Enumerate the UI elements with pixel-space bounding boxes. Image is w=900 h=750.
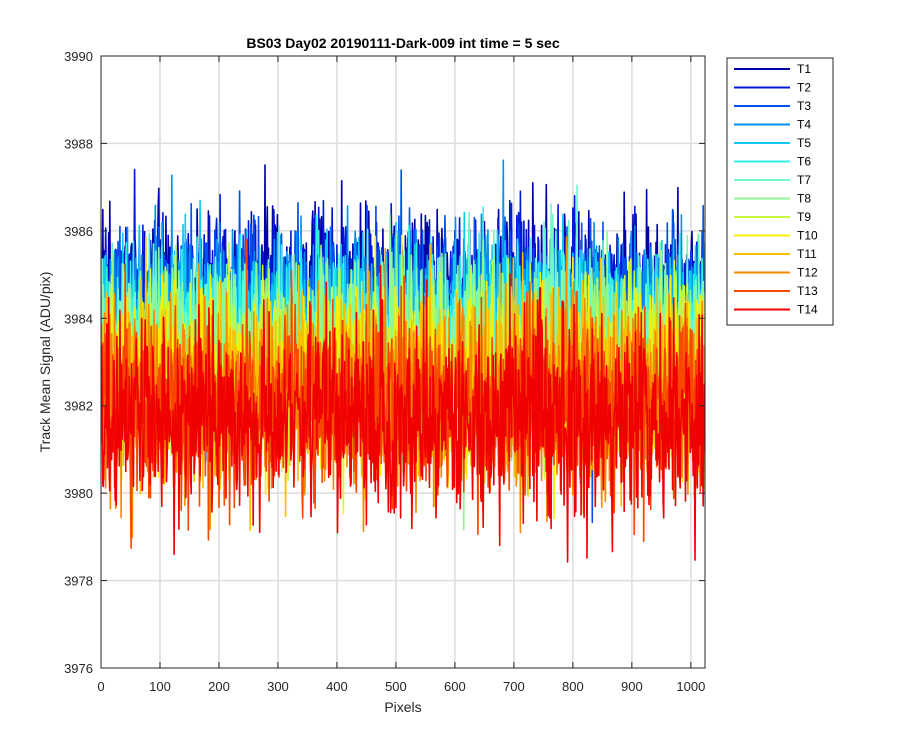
legend-box [726,57,834,326]
x-tick-label: 200 [208,679,230,694]
y-tick-label: 3978 [64,574,93,589]
legend-label-t11: T11 [797,247,817,261]
chart-title: BS03 Day02 20190111-Dark-009 int time = … [246,35,559,51]
x-tick-label: 100 [149,679,171,694]
x-tick-label: 800 [562,679,584,694]
x-tick-label: 300 [267,679,289,694]
x-tick-label: 900 [621,679,643,694]
legend-label-t13: T13 [797,284,818,298]
plot-frame [100,55,706,669]
axis-ticks: 0 100 200 300 400 500 600 700 800 900 1000 3976 3978… [64,49,705,694]
legend-label-t2: T2 [797,81,811,95]
x-tick-label: 700 [503,679,525,694]
legend-label-t3: T3 [797,99,811,113]
legend-label-t9: T9 [797,210,811,224]
x-tick-label: 0 [97,679,104,694]
legend-label-t14: T14 [797,303,818,317]
y-tick-label: 3988 [64,136,93,151]
y-tick-label: 3984 [64,311,93,326]
legend-label-t1: T1 [797,62,811,76]
x-tick-label: 500 [385,679,407,694]
series-group [101,159,705,563]
legend: T1 T2 T3 T4 T5 T6 T7 T8 T9 T10 T11 T12 T13 T14 [726,57,834,326]
legend-label-t6: T6 [797,155,811,169]
y-axis-label: Track Mean Signal (ADU/pix) [37,272,53,453]
y-tick-label: 3982 [64,399,93,414]
x-tick-label: 600 [444,679,466,694]
legend-label-t10: T10 [797,229,818,243]
legend-label-t7: T7 [797,173,811,187]
series-line-t14 [101,264,705,563]
legend-label-t8: T8 [797,192,811,206]
y-tick-label: 3986 [64,224,93,239]
y-tick-label: 3976 [64,661,93,676]
x-tick-label: 400 [326,679,348,694]
legend-label-t5: T5 [797,136,811,150]
x-axis-label: Pixels [384,699,421,715]
y-tick-label: 3980 [64,486,93,501]
legend-label-t4: T4 [797,118,811,132]
x-tick-label: 1000 [676,679,705,694]
legend-label-t12: T12 [797,266,818,280]
y-tick-label: 3990 [64,49,93,64]
